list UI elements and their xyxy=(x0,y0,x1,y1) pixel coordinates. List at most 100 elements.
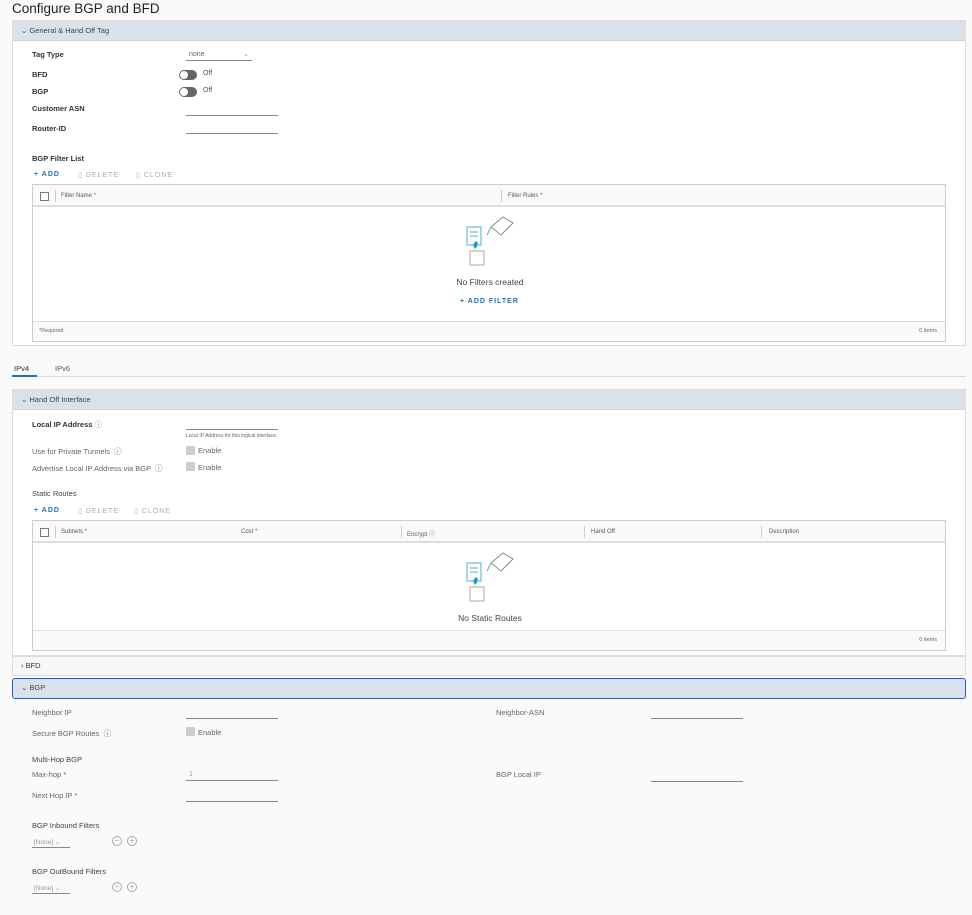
router-id-input[interactable] xyxy=(186,124,278,134)
add-filter-list-button[interactable]: + ADD xyxy=(34,171,60,178)
private-tunnels-label-text: Use for Private Tunnels xyxy=(32,447,110,456)
divider xyxy=(55,526,56,538)
chevron-down-icon: ⌄ xyxy=(21,395,30,404)
local-ip-label-text: Local IP Address xyxy=(32,420,93,429)
divider xyxy=(761,526,762,538)
active-tab-indicator xyxy=(12,375,37,377)
secure-bgp-checkbox[interactable] xyxy=(186,727,195,736)
tag-type-label: Tag Type xyxy=(32,50,64,59)
chevron-down-icon: ⌄ xyxy=(54,885,61,892)
column-header[interactable]: Hand Off xyxy=(591,529,615,535)
bgp-header-label: BGP xyxy=(29,683,46,692)
empty-state-illustration-icon xyxy=(466,216,514,266)
secure-bgp-label: Secure BGP Routes ⓘ xyxy=(32,728,111,739)
clone-label: CLONE xyxy=(143,172,173,179)
outbound-filters-label: BGP OutBound Filters xyxy=(32,867,107,876)
column-header[interactable]: Filter Name * xyxy=(61,193,97,199)
add-static-route-button[interactable]: + ADD xyxy=(34,507,60,514)
next-hop-label: Next Hop IP * xyxy=(32,791,78,800)
trash-icon: ▯ xyxy=(78,508,83,515)
delete-label: DELETE xyxy=(85,508,120,515)
trash-icon: ▯ xyxy=(78,172,83,179)
chevron-down-icon: ⌄ xyxy=(21,683,30,692)
advertise-label-text: Advertise Local IP Address via BGP xyxy=(32,464,151,473)
inbound-filters-label: BGP Inbound Filters xyxy=(32,821,100,830)
inbound-filter-select[interactable]: [None] ⌄ xyxy=(32,838,70,848)
empty-state-text: No Filters created xyxy=(456,277,524,287)
divider xyxy=(401,526,402,538)
column-header[interactable]: Subnets * xyxy=(61,529,88,535)
column-header[interactable]: Description xyxy=(769,529,800,535)
local-ip-input[interactable] xyxy=(186,420,278,430)
bgp-label: BGP xyxy=(32,87,49,96)
bgp-filter-list-title: BGP Filter List xyxy=(32,154,84,163)
multihop-title: Multi-Hop BGP xyxy=(32,755,83,764)
bfd-state: Off xyxy=(203,70,213,77)
customer-asn-input[interactable] xyxy=(186,106,278,116)
tab-ipv6[interactable]: IPv6 xyxy=(55,364,71,373)
max-hop-input[interactable]: 1 xyxy=(186,771,278,781)
handoff-panel-header[interactable]: ⌄ Hand Off Interface xyxy=(13,390,965,410)
bfd-header-label: BFD xyxy=(25,661,41,670)
tab-ipv4[interactable]: IPv4 xyxy=(14,364,30,373)
outbound-filter-select[interactable]: [None] ⌄ xyxy=(32,884,70,894)
encrypt-label: Encrypt xyxy=(407,532,428,538)
clone-button[interactable]: ▯ CLONE xyxy=(136,171,173,179)
bgp-toggle[interactable] xyxy=(179,87,197,97)
customer-asn-label: Customer ASN xyxy=(32,104,85,113)
info-icon: ⓘ xyxy=(429,532,436,538)
chevron-down-icon: ⌄ xyxy=(243,51,249,58)
local-ip-label: Local IP Address ⓘ xyxy=(32,419,102,430)
bgp-local-ip-input[interactable] xyxy=(651,772,743,782)
enable-label: Enable xyxy=(198,463,222,472)
delete-button[interactable]: ▯ DELETE xyxy=(78,507,119,515)
chevron-down-icon: ⌄ xyxy=(21,26,30,35)
tag-type-select[interactable]: none ⌄ xyxy=(186,51,252,61)
select-all-checkbox[interactable] xyxy=(40,192,49,201)
add-outbound-icon[interactable]: + xyxy=(127,882,137,892)
add-label: ADD xyxy=(41,171,60,178)
info-icon: ⓘ xyxy=(114,447,122,456)
bfd-toggle[interactable] xyxy=(179,70,197,80)
delete-button[interactable]: ▯ DELETE xyxy=(78,171,119,179)
next-hop-input[interactable] xyxy=(186,792,278,802)
column-header[interactable]: Cost * xyxy=(241,529,258,535)
general-header-label: General & Hand Off Tag xyxy=(29,26,110,35)
info-icon: ⓘ xyxy=(103,729,112,738)
column-header[interactable]: Encrypt ⓘ xyxy=(407,529,435,538)
neighbor-asn-input[interactable] xyxy=(651,709,743,719)
table-header: Filter Name * Filter Rules * xyxy=(33,185,945,207)
empty-state-illustration-icon xyxy=(466,552,514,602)
add-filter-button[interactable]: + ADD FILTER xyxy=(460,298,519,305)
bgp-state: Off xyxy=(203,87,213,94)
item-count: 0 items xyxy=(919,637,937,643)
table-footer: 0 items xyxy=(33,630,945,650)
local-ip-hint: Local IP Address for this logical interf… xyxy=(186,433,278,439)
advertise-label: Advertise Local IP Address via BGP ⓘ xyxy=(32,463,163,474)
bgp-local-ip-label: BGP Local IP xyxy=(496,770,541,779)
copy-icon: ▯ xyxy=(136,172,141,179)
outbound-value: [None] xyxy=(34,885,54,892)
max-hop-label: Max-hop * xyxy=(32,770,67,779)
enable-label: Enable xyxy=(198,728,222,737)
neighbor-asn-label: Neighbor-ASN xyxy=(496,708,545,717)
copy-icon: ▯ xyxy=(134,508,139,515)
remove-inbound-icon[interactable]: − xyxy=(112,836,122,846)
remove-outbound-icon[interactable]: − xyxy=(112,882,122,892)
item-count: 0 items xyxy=(919,328,937,334)
advertise-checkbox[interactable] xyxy=(186,462,195,471)
select-all-checkbox[interactable] xyxy=(40,528,49,537)
divider xyxy=(501,190,502,202)
clone-button[interactable]: ▯ CLONE xyxy=(134,507,171,515)
private-tunnels-checkbox[interactable] xyxy=(186,446,195,455)
required-note: *Required xyxy=(39,328,64,334)
router-id-label: Router-ID xyxy=(32,124,67,133)
bgp-section-header[interactable]: ⌄ BGP xyxy=(12,678,966,699)
bfd-section-header[interactable]: › BFD xyxy=(12,656,966,676)
add-inbound-icon[interactable]: + xyxy=(127,836,137,846)
neighbor-ip-input[interactable] xyxy=(186,709,278,719)
tag-type-value: none xyxy=(189,51,205,58)
general-panel-header[interactable]: ⌄ General & Hand Off Tag xyxy=(13,21,965,41)
column-header[interactable]: Filter Rules * xyxy=(508,193,543,199)
divider xyxy=(55,190,56,202)
